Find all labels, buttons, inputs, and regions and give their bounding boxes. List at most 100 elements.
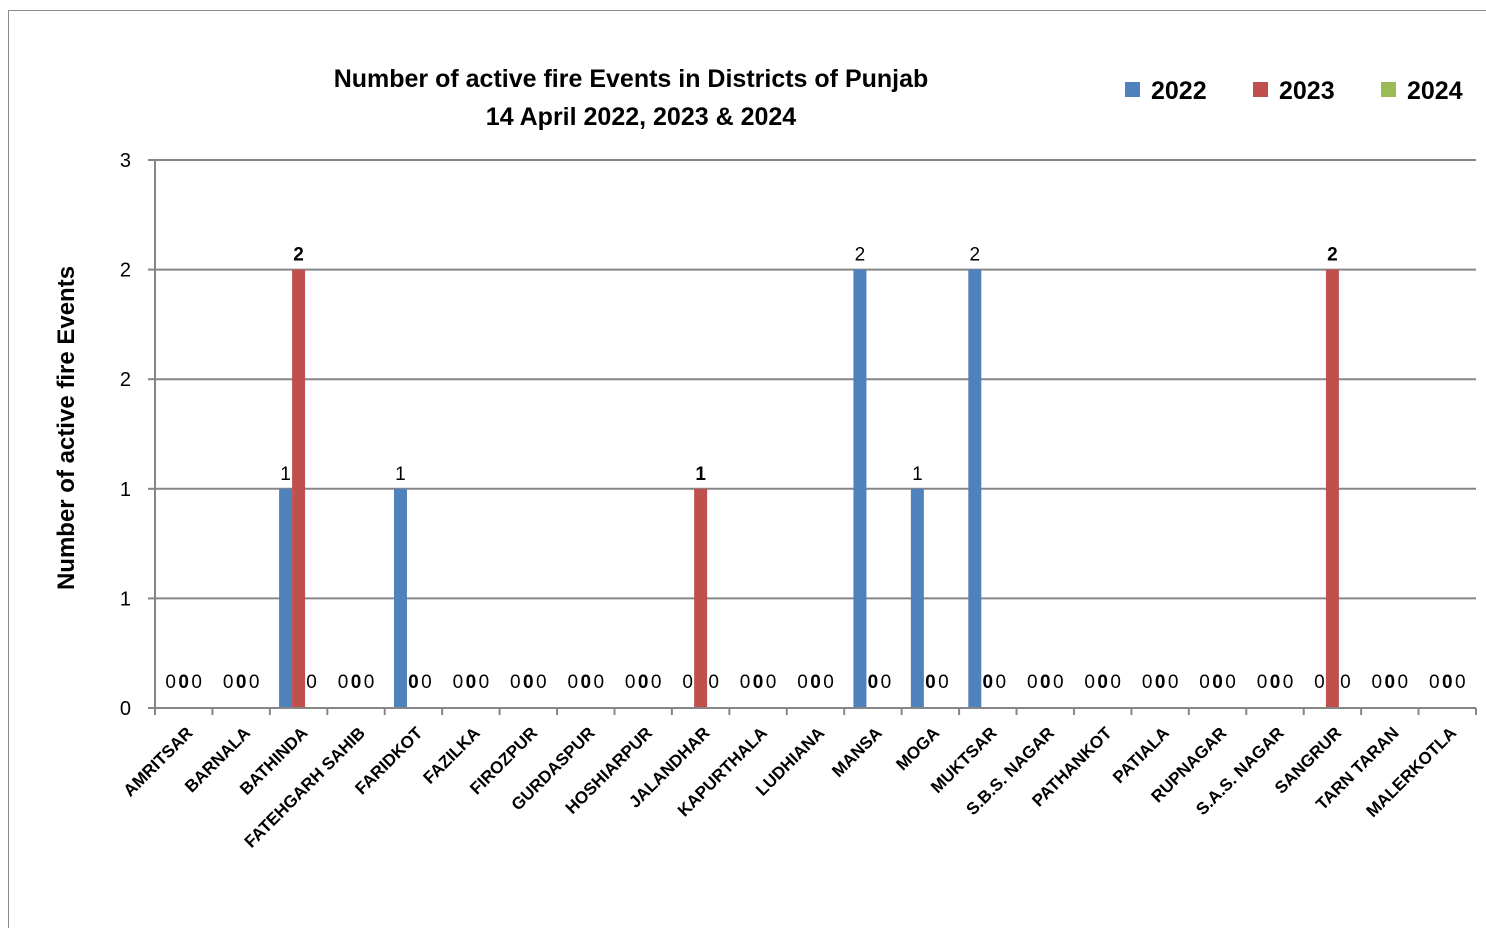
legend-swatch	[1125, 82, 1140, 97]
data-label: 0	[1199, 672, 1210, 693]
bar	[1325, 269, 1339, 708]
legend-swatch	[1253, 82, 1268, 97]
axes	[148, 159, 1477, 715]
data-label: 1	[695, 464, 706, 485]
data-label: 2	[293, 245, 304, 266]
data-label: 0	[178, 672, 189, 693]
legend-swatch	[1381, 82, 1396, 97]
data-label: 0	[810, 672, 821, 693]
data-label: 0	[881, 672, 892, 693]
y-tick-label: 3	[120, 150, 131, 172]
data-label: 0	[996, 672, 1007, 693]
bars	[279, 269, 1339, 708]
data-label: 0	[306, 672, 317, 693]
data-label: 0	[510, 672, 521, 693]
data-label: 0	[479, 672, 490, 693]
data-label: 0	[567, 672, 578, 693]
data-label: 0	[249, 672, 260, 693]
data-label: 0	[408, 672, 419, 693]
y-tick-label: 2	[120, 369, 131, 391]
data-label: 0	[625, 672, 636, 693]
data-label: 0	[938, 672, 949, 693]
bar	[393, 488, 407, 708]
data-label: 0	[1340, 672, 1351, 693]
data-label: 0	[868, 672, 879, 693]
bar	[694, 488, 708, 708]
x-tick-label: AMRITSAR	[120, 723, 197, 800]
gridlines	[155, 159, 1476, 600]
data-label: 0	[536, 672, 547, 693]
data-label: 0	[753, 672, 764, 693]
data-label: 0	[1314, 672, 1325, 693]
data-label: 0	[740, 672, 751, 693]
data-label: 0	[1142, 672, 1153, 693]
x-tick-label: MOGA	[892, 723, 943, 774]
bar	[279, 488, 293, 708]
data-label: 2	[1327, 245, 1338, 266]
bar	[853, 269, 867, 708]
data-label: 0	[651, 672, 662, 693]
data-label: 0	[1053, 672, 1064, 693]
data-label: 0	[351, 672, 362, 693]
data-label: 0	[638, 672, 649, 693]
data-label: 0	[1040, 672, 1051, 693]
data-label: 0	[1155, 672, 1166, 693]
y-tick-label: 1	[120, 588, 131, 610]
data-label: 0	[364, 672, 375, 693]
data-label: 0	[223, 672, 234, 693]
legend-label: 2023	[1279, 77, 1335, 105]
data-label: 0	[338, 672, 349, 693]
bar	[910, 488, 924, 708]
data-label: 0	[1110, 672, 1121, 693]
chart-frame	[8, 10, 1486, 928]
data-label: 2	[855, 245, 866, 266]
data-label: 0	[1212, 672, 1223, 693]
data-label: 0	[1429, 672, 1440, 693]
legend: 2022 2023 2024	[1125, 77, 1463, 105]
data-label: 0	[1442, 672, 1453, 693]
data-label: 0	[766, 672, 777, 693]
x-tick-label: MANSA	[828, 723, 886, 781]
data-label: 1	[912, 464, 923, 485]
data-label: 0	[1225, 672, 1236, 693]
data-label: 0	[1270, 672, 1281, 693]
data-label: 0	[1385, 672, 1396, 693]
data-label: 0	[421, 672, 432, 693]
chart-title-line2: 14 April 2022, 2023 & 2024	[486, 103, 796, 131]
data-label: 2	[970, 245, 981, 266]
data-label: 0	[1398, 672, 1409, 693]
data-label: 0	[1283, 672, 1294, 693]
data-label: 0	[466, 672, 477, 693]
data-label: 0	[453, 672, 464, 693]
data-label: 0	[165, 672, 176, 693]
data-label: 0	[191, 672, 202, 693]
data-label: 0	[823, 672, 834, 693]
y-tick-label: 2	[120, 260, 131, 282]
data-label: 0	[1097, 672, 1108, 693]
data-label: 1	[280, 464, 291, 485]
data-label: 0	[1027, 672, 1038, 693]
data-label: 0	[682, 672, 693, 693]
data-label: 0	[925, 672, 936, 693]
data-label: 0	[797, 672, 808, 693]
data-label: 0	[708, 672, 719, 693]
data-label: 0	[580, 672, 591, 693]
data-label: 0	[1372, 672, 1383, 693]
data-label: 0	[983, 672, 994, 693]
bar	[968, 269, 982, 708]
data-label: 0	[523, 672, 534, 693]
data-label: 1	[395, 464, 406, 485]
chart-title-line1: Number of active fire Events in District…	[334, 65, 929, 93]
legend-label: 2022	[1151, 77, 1207, 105]
data-label: 0	[236, 672, 247, 693]
y-tick-label: 0	[120, 698, 131, 720]
y-axis-label: Number of active fire Events	[53, 266, 80, 590]
legend-label: 2024	[1407, 77, 1463, 105]
y-tick-labels: 0 1 1 2 2 3	[120, 150, 131, 720]
y-tick-label: 1	[120, 479, 131, 501]
data-label: 0	[593, 672, 604, 693]
bar	[292, 269, 306, 708]
